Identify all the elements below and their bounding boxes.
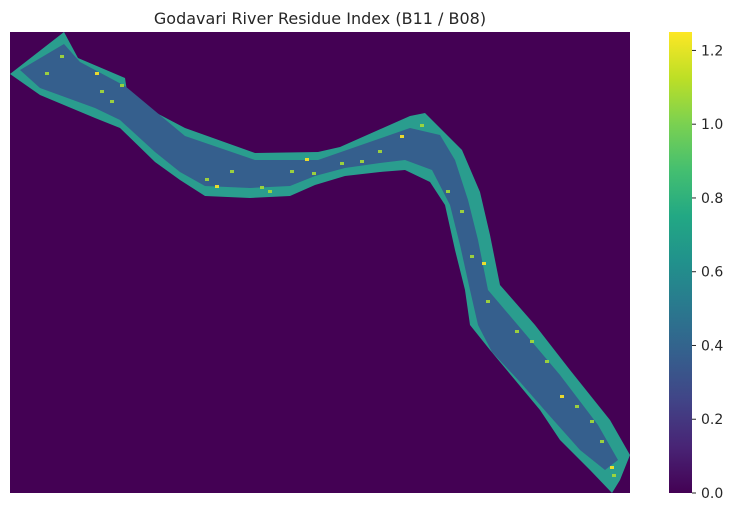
hotspot-mark bbox=[340, 162, 344, 165]
colorbar-tick-label: 0.0 bbox=[701, 486, 723, 502]
colorbar-tick-label: 0.2 bbox=[701, 412, 723, 428]
hotspot-mark bbox=[590, 420, 594, 423]
hotspot-mark bbox=[312, 172, 316, 175]
hotspot-mark bbox=[545, 360, 549, 363]
river-channel-region bbox=[20, 44, 618, 470]
hotspot-mark bbox=[612, 474, 616, 477]
hotspot-mark bbox=[110, 100, 114, 103]
hotspot-mark bbox=[230, 170, 234, 173]
hotspot-mark bbox=[45, 72, 49, 75]
hotspot-mark bbox=[95, 72, 99, 75]
hotspot-mark bbox=[446, 190, 450, 193]
colorbar-tick-label: 0.8 bbox=[701, 191, 723, 207]
hotspot-mark bbox=[205, 178, 209, 181]
hotspot-mark bbox=[305, 158, 309, 161]
hotspot-mark bbox=[575, 405, 579, 408]
hotspot-mark bbox=[515, 330, 519, 333]
hotspot-mark bbox=[268, 190, 272, 193]
hotspot-mark bbox=[120, 84, 124, 87]
colorbar-tick-label: 1.0 bbox=[701, 117, 723, 133]
hotspot-mark bbox=[420, 124, 424, 127]
colorbar-ticks: 0.0 0.2 0.4 0.6 0.8 1.0 1.2 bbox=[692, 43, 723, 502]
hotspot-layer bbox=[45, 55, 616, 477]
hotspot-mark bbox=[215, 185, 219, 188]
colorbar-tick-label: 0.4 bbox=[701, 338, 723, 354]
hotspot-mark bbox=[260, 186, 264, 189]
hotspot-mark bbox=[460, 210, 464, 213]
hotspot-mark bbox=[400, 135, 404, 138]
hotspot-mark bbox=[530, 340, 534, 343]
hotspot-mark bbox=[378, 150, 382, 153]
colorbar-tick-label: 1.2 bbox=[701, 43, 723, 59]
hotspot-mark bbox=[600, 440, 604, 443]
hotspot-mark bbox=[486, 300, 490, 303]
hotspot-mark bbox=[610, 466, 614, 469]
hotspot-mark bbox=[290, 170, 294, 173]
hotspot-mark bbox=[470, 255, 474, 258]
chart-title: Godavari River Residue Index (B11 / B08) bbox=[154, 9, 486, 28]
colorbar: 0.0 0.2 0.4 0.6 0.8 1.0 1.2 bbox=[669, 32, 723, 502]
hotspot-mark bbox=[100, 90, 104, 93]
hotspot-mark bbox=[60, 55, 64, 58]
plot-area bbox=[10, 32, 630, 493]
colorbar-tick-label: 0.6 bbox=[701, 265, 723, 281]
colorbar-gradient bbox=[669, 32, 692, 493]
hotspot-mark bbox=[482, 262, 486, 265]
hotspot-mark bbox=[560, 395, 564, 398]
hotspot-mark bbox=[360, 160, 364, 163]
